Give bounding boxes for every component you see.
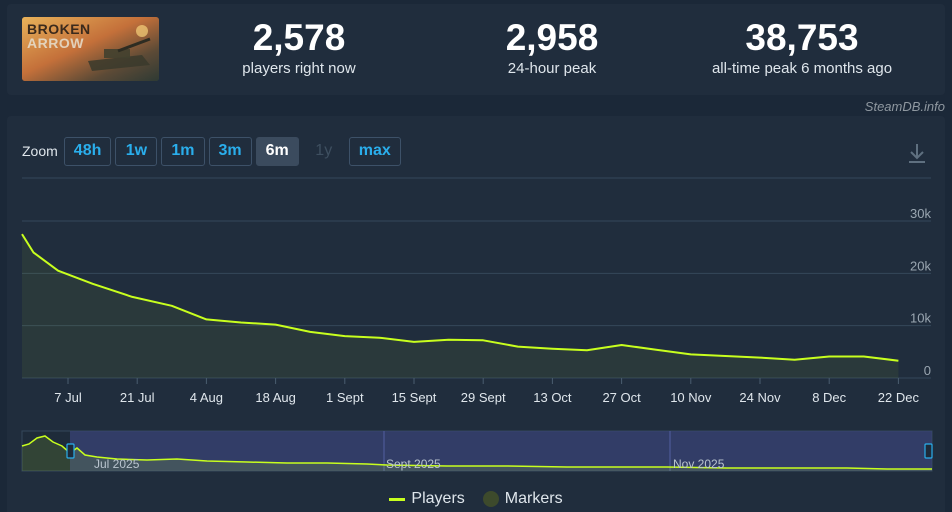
game-logo-text: BROKEN ARROW (27, 21, 91, 51)
x-tick-label: 27 Oct (602, 390, 641, 405)
navigator-series-line (21, 435, 932, 470)
peak-24h-stat: 2,958 24-hour peak (472, 17, 632, 78)
download-icon[interactable] (907, 142, 927, 164)
steamdb-watermark[interactable]: SteamDB.info (864, 99, 945, 114)
legend-players-label: Players (411, 490, 465, 507)
zoom-1w-button[interactable]: 1w (115, 136, 158, 166)
legend-players-swatch (389, 497, 406, 501)
x-tick-label: 18 Aug (255, 390, 296, 405)
x-tick-label: 15 Sept (392, 390, 437, 405)
legend-item-players[interactable]: Players (389, 490, 465, 508)
all-time-peak-value: 38,753 (745, 17, 859, 58)
zoom-1m-button[interactable]: 1m (161, 136, 205, 166)
y-tick-label: 30k (910, 206, 931, 221)
navigator-label: Nov 2025 (673, 457, 725, 471)
all-time-peak-stat: 38,753 all-time peak 6 months ago (697, 17, 907, 78)
navigator-handle (924, 443, 933, 459)
game-logo[interactable]: BROKEN ARROW (22, 17, 159, 81)
x-tick-label: 21 Jul (120, 390, 155, 405)
navigator-selection (70, 431, 932, 471)
x-tick-label: 10 Nov (670, 390, 712, 405)
navigator-label: Jul 2025 (94, 457, 140, 471)
zoom-controls: Zoom 48h 1w 1m 3m 6m 1y max (22, 136, 405, 166)
y-tick-label: 20k (910, 258, 931, 273)
x-tick-label: 13 Oct (533, 390, 572, 405)
legend-markers-label: Markers (504, 490, 563, 507)
summary-card: BROKEN ARROW 2,578 players right now 2,9… (7, 4, 945, 95)
x-tick-label: 4 Aug (190, 390, 223, 405)
y-tick-label: 10k (910, 311, 931, 326)
legend-item-markers[interactable]: Markers (482, 490, 563, 508)
x-tick-label: 29 Sept (461, 390, 506, 405)
zoom-label: Zoom (22, 143, 58, 159)
peak-24h-label: 24-hour peak (507, 60, 597, 77)
tank-silhouette-icon (22, 17, 159, 81)
navigator-label: Sept 2025 (386, 457, 441, 471)
x-tick-label: 1 Sept (326, 390, 364, 405)
y-tick-label: 0 (924, 363, 931, 378)
players-now-label: players right now (242, 60, 356, 77)
zoom-1y-button: 1y (315, 142, 333, 159)
peak-24h-value: 2,958 (505, 17, 599, 58)
x-tick-label: 8 Dec (812, 390, 846, 405)
navigator-handle (66, 443, 75, 459)
zoom-max-button[interactable]: max (348, 136, 401, 166)
players-now-stat: 2,578 players right now (219, 17, 379, 78)
all-time-peak-label: all-time peak 6 months ago (711, 60, 893, 77)
x-tick-label: 22 Dec (878, 390, 920, 405)
zoom-48h-button[interactable]: 48h (63, 136, 112, 166)
players-now-value: 2,578 (252, 17, 346, 58)
zoom-3m-button[interactable]: 3m (208, 136, 252, 166)
chart-legend: Players Markers (7, 490, 945, 508)
players-chart[interactable]: 0 10k 20k 30k 7 Jul 21 Jul 4 Aug 18 Aug 1 Sept 15… (7, 116, 945, 512)
legend-markers-swatch (482, 491, 499, 507)
x-tick-label: 7 Jul (54, 390, 82, 405)
players-area (22, 234, 899, 378)
x-tick-label: 24 Nov (739, 390, 781, 405)
zoom-6m-button[interactable]: 6m (255, 136, 299, 166)
chart-card: 0 10k 20k 30k 7 Jul 21 Jul 4 Aug 18 Aug 1 Sept 15… (7, 116, 945, 512)
